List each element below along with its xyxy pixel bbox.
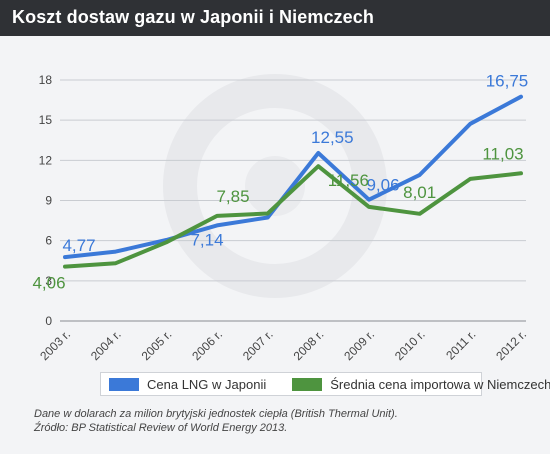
y-tick-label: 6: [45, 234, 52, 248]
data-label: 16,75: [486, 72, 529, 91]
y-tick-label: 18: [39, 73, 53, 87]
data-labels: 4,77 7,14 12,55 9,06 16,75 4,06 7,85 11,56 8,01 1…: [32, 72, 528, 293]
y-tick-label: 15: [39, 113, 53, 127]
y-axis-ticks: 0 3 6 9 12 15 18: [39, 73, 53, 328]
legend-item-germany: Średnia cena importowa w Niemczech: [292, 377, 550, 392]
x-tick-label: 2009 r.: [341, 327, 377, 363]
data-label: 4,77: [62, 236, 95, 255]
x-tick-label: 2006 r.: [189, 327, 225, 363]
chart-title: Koszt dostaw gazu w Japonii i Niemczech: [12, 7, 374, 27]
y-tick-label: 0: [45, 314, 52, 328]
legend-swatch-japan: [109, 377, 139, 391]
series-line-germany: [63, 164, 523, 269]
series-lines: [63, 94, 523, 269]
data-label: 4,06: [32, 274, 65, 293]
x-tick-label: 2003 r.: [37, 327, 73, 363]
gridlines: [60, 79, 526, 322]
footnote-units: Dane w dolarach za milion brytyjski jedn…: [34, 408, 398, 420]
legend-label-germany: Średnia cena importowa w Niemczech: [330, 376, 550, 392]
footnote-source: Źródło: BP Statistical Review of World E…: [34, 422, 288, 434]
y-tick-label: 12: [39, 153, 53, 167]
footnotes: Dane w dolarach za milion brytyjski jedn…: [34, 407, 398, 435]
data-label: 11,56: [328, 171, 369, 190]
y-tick-label: 9: [45, 194, 52, 208]
data-label: 12,55: [311, 128, 354, 147]
y-tick-label: 3: [45, 274, 52, 288]
data-label: 8,01: [403, 183, 436, 202]
x-tick-label: 2004 r.: [88, 327, 124, 363]
data-label: 7,14: [190, 230, 223, 249]
legend-label-japan: Cena LNG w Japonii: [147, 376, 267, 392]
x-tick-label: 2007 r.: [240, 327, 276, 363]
x-axis-ticks: 2003 r. 2004 r. 2005 r. 2006 r. 2007 r. 2008 …: [37, 327, 529, 363]
x-tick-label: 2012 r.: [493, 327, 529, 363]
legend-swatch-germany: [292, 377, 323, 391]
legend: Cena LNG w Japonii Średnia cena importow…: [100, 372, 550, 396]
x-tick-label: 2010 r.: [392, 327, 428, 363]
x-tick-label: 2005 r.: [139, 327, 175, 363]
data-label: 11,03: [482, 144, 523, 163]
x-tick-label: 2008 r.: [291, 327, 327, 363]
data-label: 9,06: [366, 176, 399, 195]
legend-item-japan: Cena LNG w Japonii: [109, 377, 266, 392]
title-bar: Koszt dostaw gazu w Japonii i Niemczech: [0, 0, 550, 36]
series-line-japan: [63, 94, 523, 260]
x-tick-label: 2011 r.: [443, 327, 478, 362]
data-label: 7,85: [216, 187, 249, 206]
